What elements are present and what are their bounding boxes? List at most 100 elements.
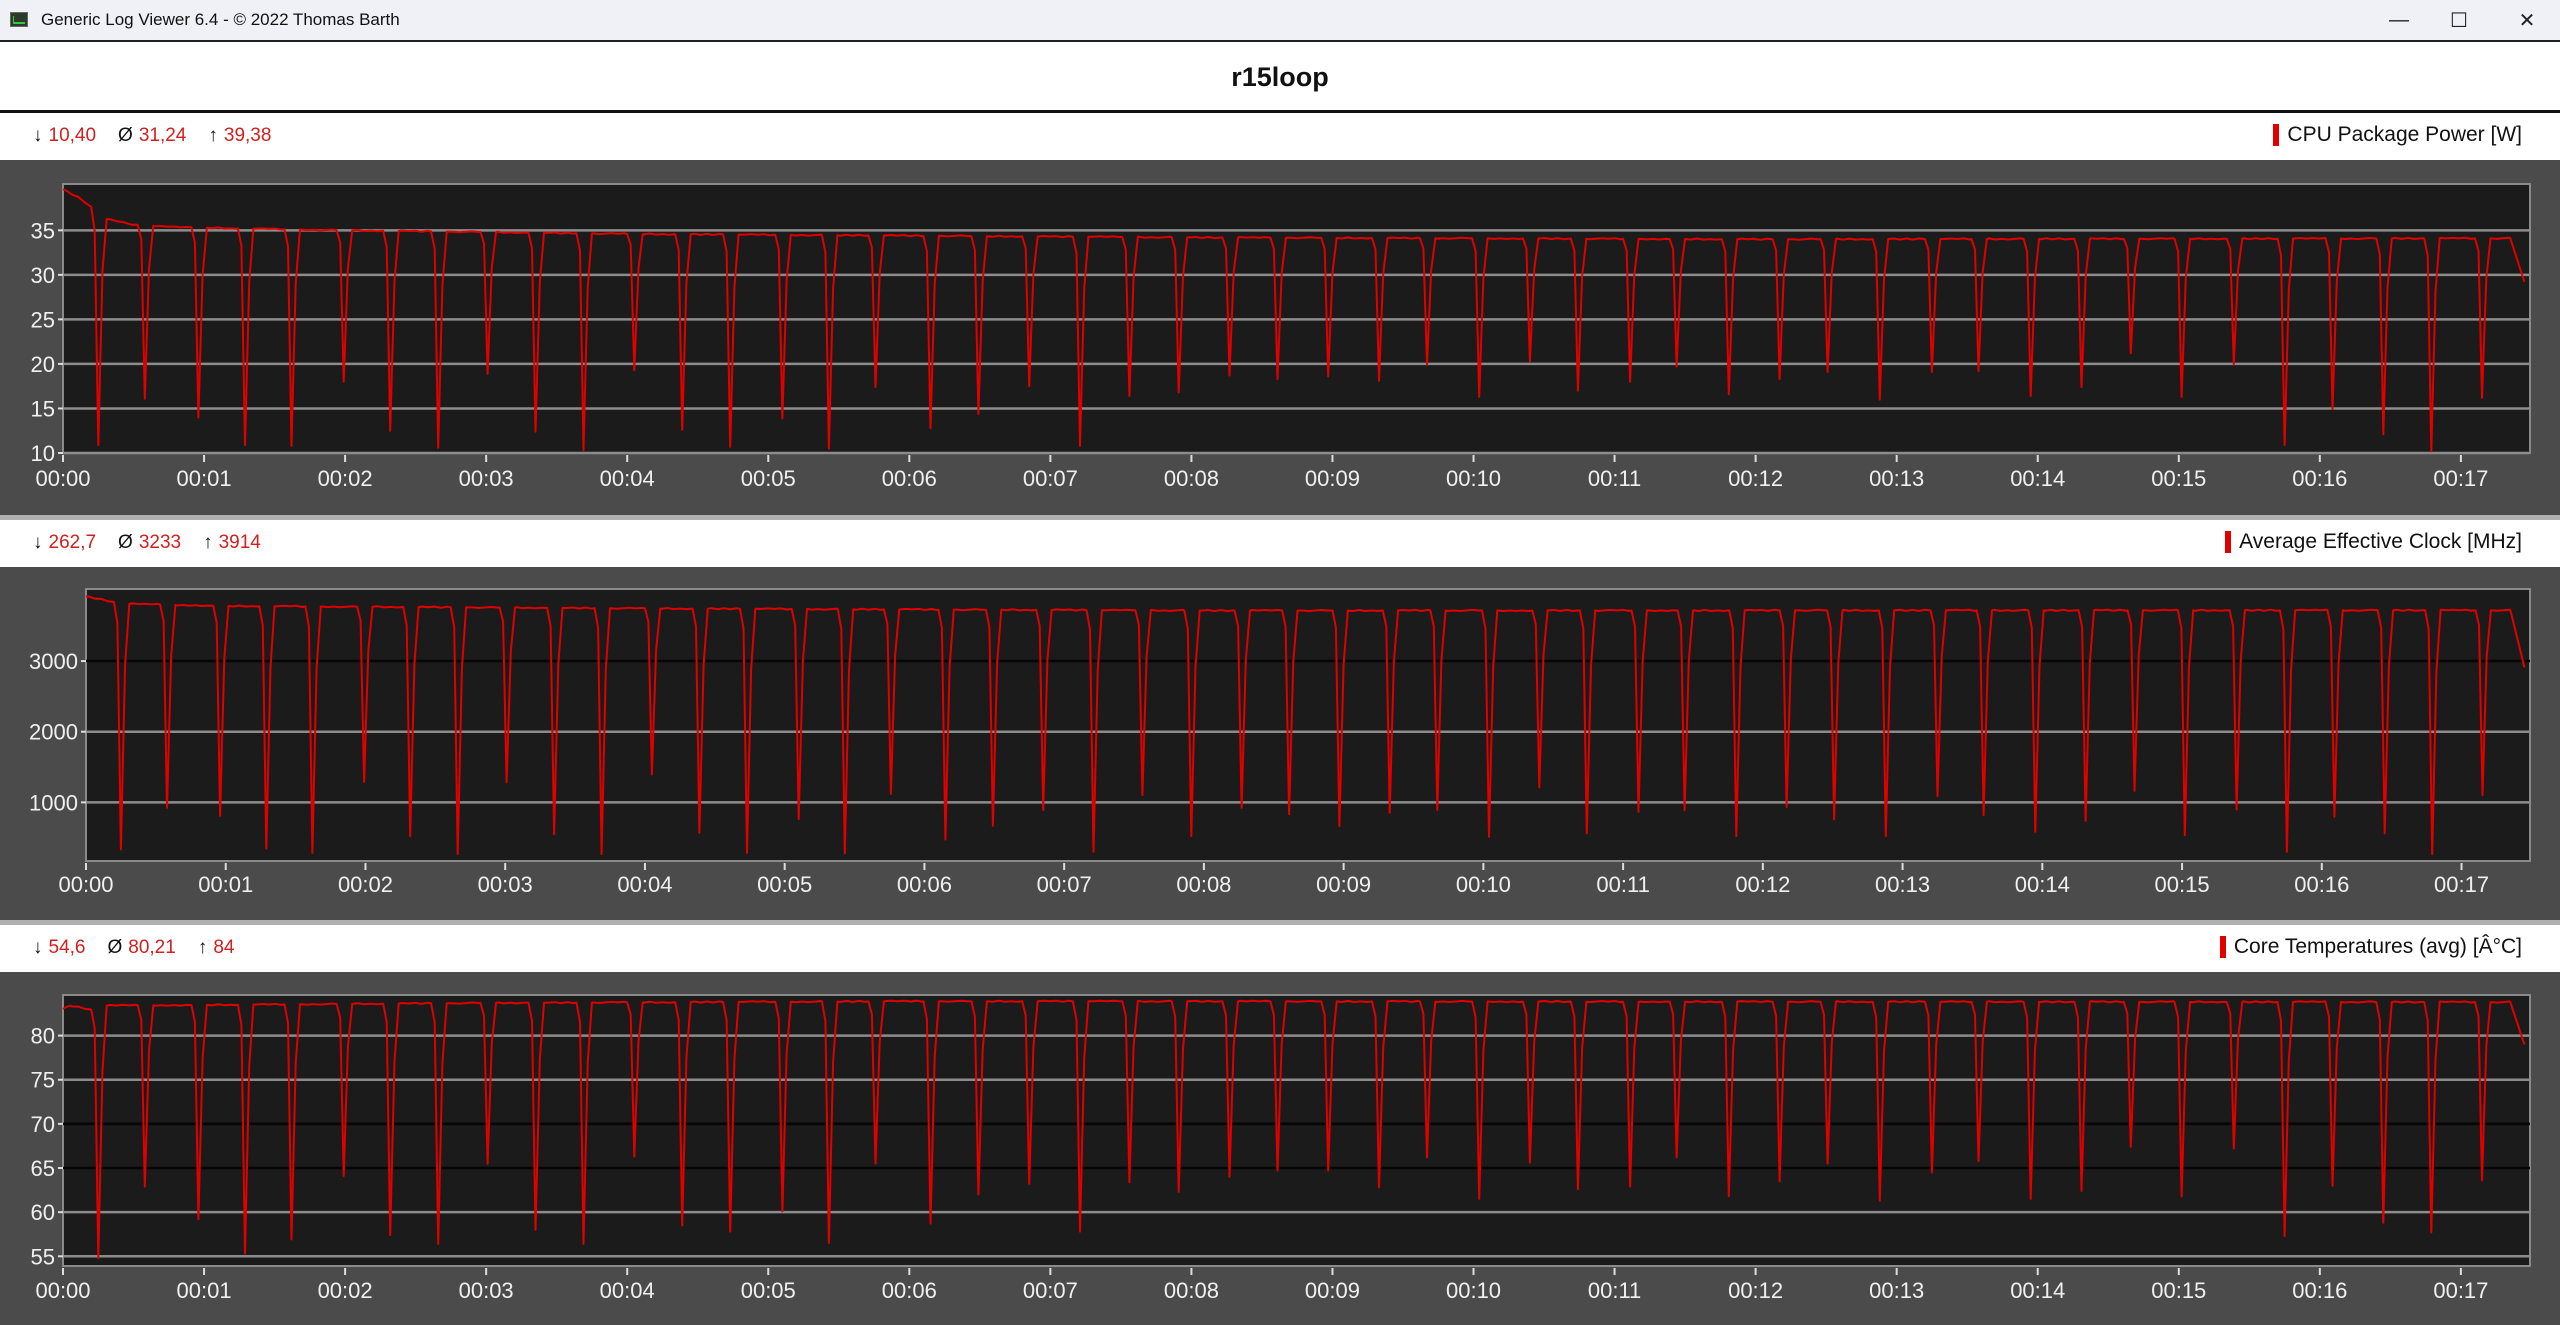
x-tick-label: 00:15: [2151, 1278, 2206, 1303]
x-tick-label: 00:12: [1728, 1278, 1783, 1303]
x-tick-label: 00:02: [338, 872, 393, 897]
x-tick-label: 00:03: [459, 466, 514, 491]
title-bar: Generic Log Viewer 6.4 - © 2022 Thomas B…: [0, 0, 2560, 42]
legend-temperature[interactable]: Core Temperatures (avg) [Â°C]: [2219, 935, 2522, 959]
close-button[interactable]: ✕: [2518, 9, 2536, 32]
x-tick-label: 00:16: [2294, 872, 2349, 897]
x-tick-label: 00:00: [35, 466, 90, 491]
app-icon: [10, 12, 28, 27]
max-icon: ↑: [203, 532, 213, 553]
stats-temperature: ↓ 54,6 Ø 80,21 ↑ 84: [33, 937, 256, 959]
x-tick-label: 00:13: [1869, 466, 1924, 491]
x-tick-label: 00:01: [177, 466, 232, 491]
max-icon: ↑: [197, 937, 208, 958]
y-tick-label: 20: [31, 352, 55, 377]
avg-icon: Ø: [118, 125, 133, 146]
x-tick-label: 00:09: [1305, 1278, 1360, 1303]
x-tick-label: 00:13: [1875, 872, 1930, 897]
avg-icon: Ø: [107, 937, 123, 958]
x-tick-label: 00:09: [1316, 872, 1371, 897]
x-tick-label: 00:16: [2292, 466, 2347, 491]
x-tick-label: 00:09: [1305, 466, 1360, 491]
x-tick-label: 00:04: [600, 1278, 655, 1303]
y-tick-label: 1000: [29, 790, 78, 815]
x-tick-label: 00:06: [882, 1278, 937, 1303]
y-tick-label: 2000: [29, 720, 78, 745]
x-tick-label: 00:02: [318, 466, 373, 491]
x-tick-label: 00:11: [1596, 872, 1649, 897]
series-line: [62, 999, 2526, 1260]
x-tick-label: 00:08: [1164, 1278, 1219, 1303]
chart-svg: 35 30 25 20 15 1000:00 00:01 00:02 00:03 00:04 00:…: [31, 183, 2531, 491]
x-tick-label: 00:04: [600, 466, 655, 491]
chart-title-area: r15loop: [0, 42, 2560, 113]
x-tick-label: 00:12: [1728, 466, 1783, 491]
plot-area: [85, 588, 2531, 862]
x-tick-label: 00:03: [478, 872, 533, 897]
x-tick-label: 00:12: [1735, 872, 1790, 897]
y-tick-label: 10: [31, 441, 55, 466]
min-value: 10,40: [48, 125, 97, 146]
y-tick-label: 25: [31, 307, 55, 332]
min-icon: ↓: [33, 937, 43, 958]
x-tick-label: 00:06: [897, 872, 952, 897]
x-tick-label: 00:04: [617, 872, 672, 897]
maximize-button[interactable]: ☐: [2450, 9, 2468, 32]
x-tick-label: 00:17: [2433, 466, 2488, 491]
chart-clock[interactable]: 3000 2000 1000 00:00 00:01 00:02 00:03 00:04 00:…: [0, 567, 2560, 920]
max-value: 84: [213, 937, 235, 958]
y-tick-label: 70: [31, 1112, 55, 1137]
x-tick-label: 00:08: [1164, 466, 1219, 491]
minimize-button[interactable]: —: [2389, 8, 2409, 31]
legend-swatch: [2225, 531, 2232, 553]
x-tick-label: 00:16: [2292, 1278, 2347, 1303]
avg-value: 80,21: [128, 937, 176, 958]
min-value: 54,6: [48, 937, 86, 958]
max-value: 3914: [218, 532, 261, 553]
panel-header-power: ↓ 10,40 Ø 31,24 ↑ 39,38 CPU Package Power [W]: [0, 113, 2560, 160]
y-tick-label: 30: [31, 263, 55, 288]
x-tick-label: 00:11: [1588, 466, 1641, 491]
x-tick-label: 00:17: [2434, 872, 2489, 897]
series-line: [62, 188, 2526, 453]
x-tick-label: 00:03: [459, 1278, 514, 1303]
series-line: [86, 595, 2526, 856]
y-tick-label: 3000: [29, 649, 78, 674]
legend-label: Core Temperatures (avg) [Â°C]: [2233, 935, 2522, 958]
panel-header-clock: ↓ 262,7 Ø 3233 ↑ 3914 Average Effective Clock…: [0, 520, 2560, 567]
x-tick-label: 00:10: [1446, 1278, 1501, 1303]
avg-value: 31,24: [138, 125, 187, 146]
x-tick-label: 00:00: [58, 872, 113, 897]
x-tick-label: 00:06: [882, 466, 937, 491]
legend-clock[interactable]: Average Effective Clock [MHz]: [2225, 530, 2522, 554]
y-tick-label: 65: [31, 1156, 55, 1181]
x-tick-label: 00:00: [35, 1278, 90, 1303]
x-tick-label: 00:14: [2010, 466, 2065, 491]
x-tick-label: 00:15: [2155, 872, 2210, 897]
panel-divider: [0, 515, 2560, 520]
legend-power[interactable]: CPU Package Power [W]: [2273, 123, 2522, 147]
y-tick-label: 15: [31, 396, 55, 421]
stats-power: ↓ 10,40 Ø 31,24 ↑ 39,38: [33, 125, 293, 147]
chart-power[interactable]: 35 30 25 20 15 10 00:00 00:01 00:02 00:03 00:04 00:…: [0, 160, 2560, 515]
legend-label: Average Effective Clock [MHz]: [2239, 530, 2522, 553]
stats-clock: ↓ 262,7 Ø 3233 ↑ 3914: [33, 532, 283, 554]
x-tick-label: 00:07: [1023, 466, 1078, 491]
y-tick-label: 55: [31, 1244, 55, 1269]
legend-swatch: [2273, 124, 2280, 146]
x-tick-label: 00:17: [2433, 1278, 2488, 1303]
panel-header-temperature: ↓ 54,6 Ø 80,21 ↑ 84 Core Temperatures (avg) […: [0, 925, 2560, 972]
x-tick-label: 00:01: [198, 872, 253, 897]
chart-temperature[interactable]: 80 75 70 65 60 55 00:00 00:01 00:02 00:03 00:04 00:…: [0, 972, 2560, 1325]
x-tick-label: 00:14: [2010, 1278, 2065, 1303]
plot-area: [62, 994, 2531, 1267]
y-tick-label: 35: [31, 218, 55, 243]
x-tick-label: 00:01: [177, 1278, 232, 1303]
y-tick-label: 75: [31, 1068, 55, 1093]
x-tick-label: 00:10: [1456, 872, 1511, 897]
x-tick-label: 00:05: [741, 1278, 796, 1303]
avg-value: 3233: [138, 532, 182, 553]
x-tick-label: 00:15: [2151, 466, 2206, 491]
panel-divider: [0, 920, 2560, 925]
legend-swatch: [2219, 936, 2226, 958]
